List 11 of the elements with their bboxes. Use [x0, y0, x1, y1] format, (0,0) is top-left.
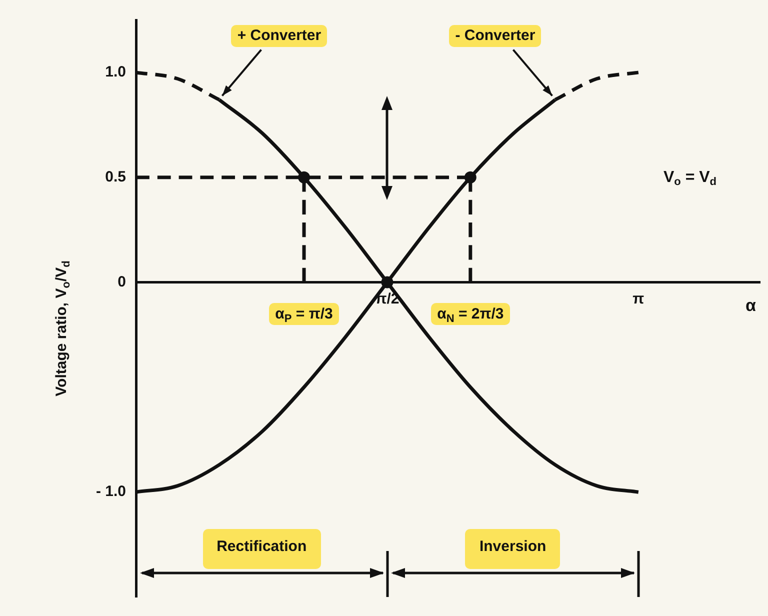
x-tick-label: π: [632, 290, 645, 308]
annotation: + Converter: [237, 26, 322, 44]
y-tick-label: 1.0: [105, 64, 126, 81]
annotation: Inversion: [479, 538, 546, 556]
x-axis-title: α: [746, 296, 757, 315]
annotation: - Converter: [455, 26, 536, 44]
y-tick-label: 0.5: [105, 168, 126, 186]
annotation: Rectification: [216, 538, 307, 556]
y-tick-label: 0: [118, 273, 126, 290]
y-tick-label: - 1.0: [96, 483, 126, 500]
y-axis-title: Voltage ratio, Vo/Vd: [53, 260, 73, 396]
